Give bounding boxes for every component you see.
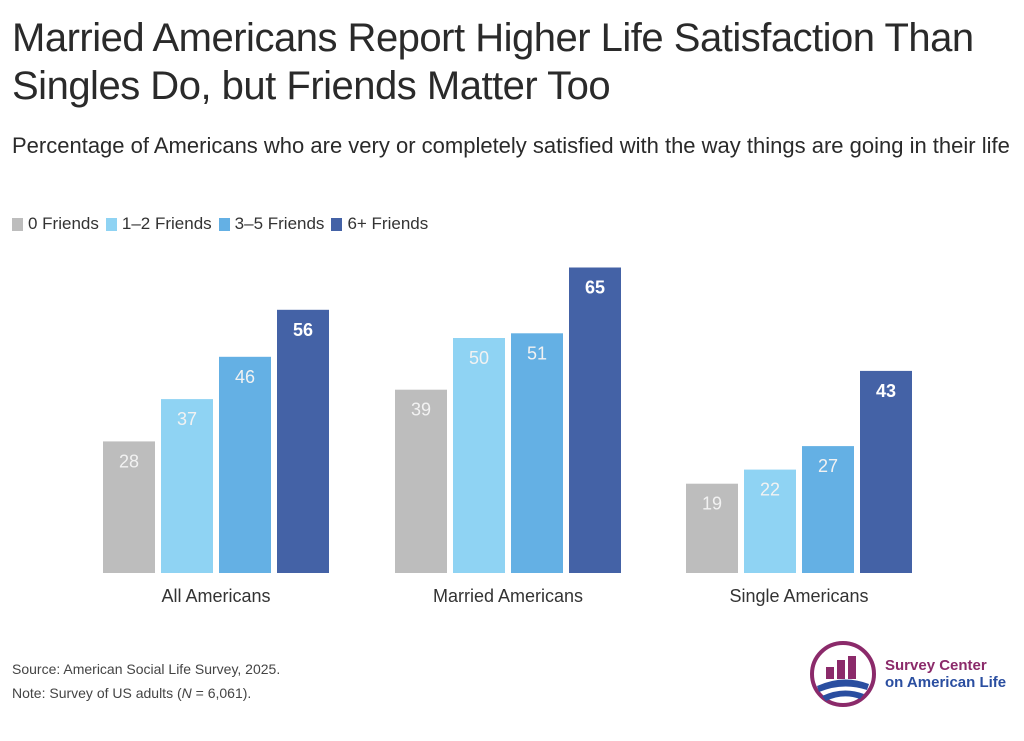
legend-swatch-0-friends [12, 217, 23, 231]
data-label-all-americans-1-2-friends: 37 [177, 409, 197, 429]
source-text: Source: American Social Life Survey, 202… [12, 661, 281, 677]
bar-single-americans-3-5-friends [802, 446, 854, 573]
bar-all-americans-3-5-friends [219, 356, 271, 573]
note-n: N [181, 685, 192, 701]
bar-chart: 28 37 46 56 All Americans 39 50 51 65 Married Ame… [103, 267, 912, 606]
logo-line-2: on American Life [885, 674, 1007, 691]
note-suffix: = 6,061). [191, 685, 252, 701]
data-label-single-americans-1-2-friends: 22 [760, 480, 780, 500]
bar-single-americans-1-2-friends [744, 469, 796, 573]
data-label-married-americans-6-friends: 65 [585, 278, 605, 298]
bar-married-americans-0-friends [395, 389, 447, 573]
legend-label-6-plus-friends: 6+ Friends [347, 214, 429, 233]
survey-center-logo-icon [810, 641, 876, 707]
category-label-married-americans: Married Americans [433, 586, 583, 606]
bar-all-americans-6-friends [277, 309, 329, 573]
legend-swatch-6-plus-friends [331, 217, 343, 231]
note-prefix: Note: Survey of US adults ( [12, 685, 182, 701]
legend-label-1-2-friends: 1–2 Friends [121, 214, 212, 233]
category-label-all-americans: All Americans [161, 586, 270, 606]
data-label-married-americans-0-friends: 39 [411, 400, 431, 420]
legend-label-0-friends: 0 Friends [28, 214, 99, 233]
legend-item-6-plus-friends: 6+ Friends [331, 214, 428, 234]
bar-all-americans-1-2-friends [161, 399, 213, 573]
note-text: Note: Survey of US adults (N = 6,061). [12, 681, 280, 705]
legend-swatch-3-5-friends [218, 217, 230, 231]
legend-item-1-2-friends: 1–2 Friends [105, 214, 212, 234]
data-label-married-americans-3-5-friends: 51 [527, 343, 547, 363]
bar-married-americans-3-5-friends [511, 333, 563, 573]
chart-title: Married Americans Report Higher Life Sat… [12, 16, 974, 108]
data-label-single-americans-3-5-friends: 27 [818, 456, 838, 476]
logo-line-1: Survey Center [885, 657, 987, 674]
category-label-single-americans: Single Americans [729, 586, 868, 606]
survey-center-logo: Survey Center on American Life [809, 640, 1006, 708]
bar-all-americans-0-friends [103, 441, 155, 573]
legend: 0 Friends 1–2 Friends 3–5 Friends 6+ Fri… [12, 214, 435, 234]
footer: Source: American Social Life Survey, 202… [12, 657, 280, 705]
bar-single-americans-6-friends [860, 370, 912, 573]
data-label-all-americans-3-5-friends: 46 [235, 367, 255, 387]
bar-married-americans-6-friends [569, 267, 621, 573]
logo-text: Survey Center on American Life [885, 657, 1006, 691]
bar-single-americans-0-friends [686, 483, 738, 573]
data-label-all-americans-0-friends: 28 [119, 451, 139, 471]
legend-label-3-5-friends: 3–5 Friends [234, 214, 325, 233]
bar-married-americans-1-2-friends [453, 338, 505, 573]
data-label-single-americans-6-friends: 43 [876, 381, 896, 401]
data-label-married-americans-1-2-friends: 50 [469, 348, 489, 368]
legend-swatch-1-2-friends [105, 217, 117, 231]
legend-item-0-friends: 0 Friends [12, 214, 99, 234]
chart-subtitle: Percentage of Americans who are very or … [12, 133, 1010, 158]
data-label-single-americans-0-friends: 19 [702, 494, 722, 514]
data-label-all-americans-6-friends: 56 [293, 320, 313, 340]
legend-item-3-5-friends: 3–5 Friends [218, 214, 325, 234]
